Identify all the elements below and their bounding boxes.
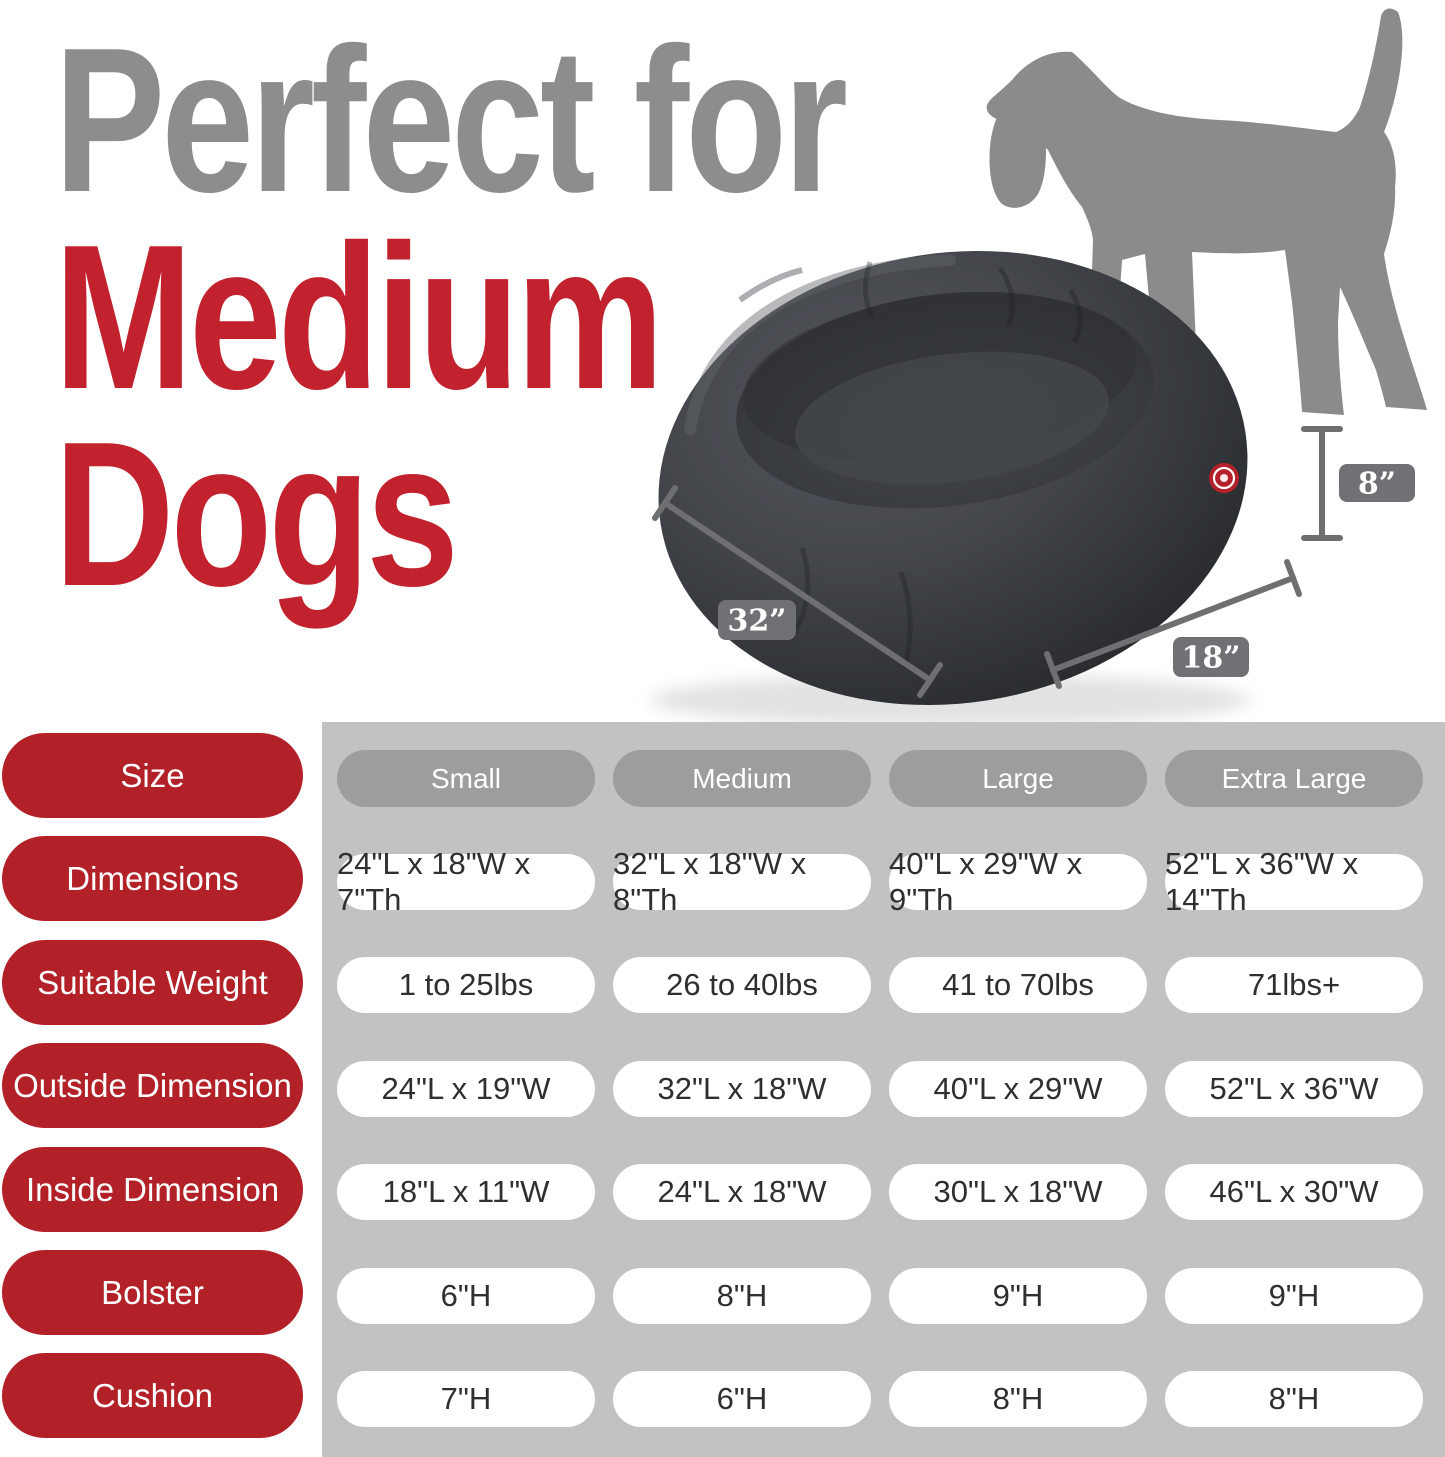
table-cell: 40"L x 29"W x 9"Th [889, 846, 1147, 917]
dog-bed-figure: 32” 18” 8” [650, 250, 1415, 726]
width-label-pill [1173, 637, 1249, 677]
headline-line-1: Perfect for [54, 5, 848, 235]
table-cell: 52"L x 36"W [1165, 1061, 1423, 1117]
height-label-pill [1339, 464, 1415, 502]
row-label-suitable-weight: Suitable Weight [2, 940, 303, 1025]
width-label: 18” [1181, 641, 1240, 676]
column-header-large: Large [889, 750, 1147, 807]
table-cell: 26 to 40lbs [613, 957, 871, 1013]
table-cell: 32"L x 18"W [613, 1061, 871, 1117]
row-label-cushion: Cushion [2, 1353, 303, 1438]
table-cell: 24"L x 18"W x 7"Th [337, 846, 595, 917]
dog-ear-shape [989, 92, 1046, 208]
column-header-extra-large: Extra Large [1165, 750, 1423, 807]
height-dimension [1301, 426, 1343, 541]
table-cell: 41 to 70lbs [889, 957, 1147, 1013]
row-label-size: Size [2, 733, 303, 818]
width-dimension [1044, 559, 1302, 689]
column-header-medium: Medium [613, 750, 871, 807]
headline-line-2: Medium [54, 202, 664, 432]
table-cell: 7"H [337, 1371, 595, 1427]
table-cell: 24"L x 19"W [337, 1061, 595, 1117]
table-cell: 18"L x 11"W [337, 1164, 595, 1220]
column-header-small: Small [337, 750, 595, 807]
table-cell: 30"L x 18"W [889, 1164, 1147, 1220]
table-cell: 1 to 25lbs [337, 957, 595, 1013]
height-label: 8” [1358, 467, 1396, 502]
table-cell: 9"H [889, 1268, 1147, 1324]
table-cell: 71lbs+ [1165, 957, 1423, 1013]
row-label-outside-dimension: Outside Dimension [2, 1043, 303, 1128]
table-cell: 52"L x 36"W x 14"Th [1165, 846, 1423, 917]
headline-line-3: Dogs [54, 399, 459, 629]
length-label-pill [718, 600, 796, 640]
table-cell: 8"H [1165, 1371, 1423, 1427]
table-cell: 6"H [613, 1371, 871, 1427]
row-label-dimensions: Dimensions [2, 836, 303, 921]
length-label: 32” [727, 604, 786, 639]
table-cell: 8"H [889, 1371, 1147, 1427]
length-dimension [652, 485, 943, 698]
table-cell: 9"H [1165, 1268, 1423, 1324]
table-cell: 46"L x 30"W [1165, 1164, 1423, 1220]
row-label-bolster: Bolster [2, 1250, 303, 1335]
table-cell: 6"H [337, 1268, 595, 1324]
table-cell: 32"L x 18"W x 8"Th [613, 846, 871, 917]
size-chart-table: Small Medium Large Extra Large 24"L x 18… [322, 722, 1445, 1457]
brand-badge [1209, 463, 1239, 493]
table-cell: 24"L x 18"W [613, 1164, 871, 1220]
table-cell: 40"L x 29"W [889, 1061, 1147, 1117]
row-label-inside-dimension: Inside Dimension [2, 1147, 303, 1232]
table-cell: 8"H [613, 1268, 871, 1324]
